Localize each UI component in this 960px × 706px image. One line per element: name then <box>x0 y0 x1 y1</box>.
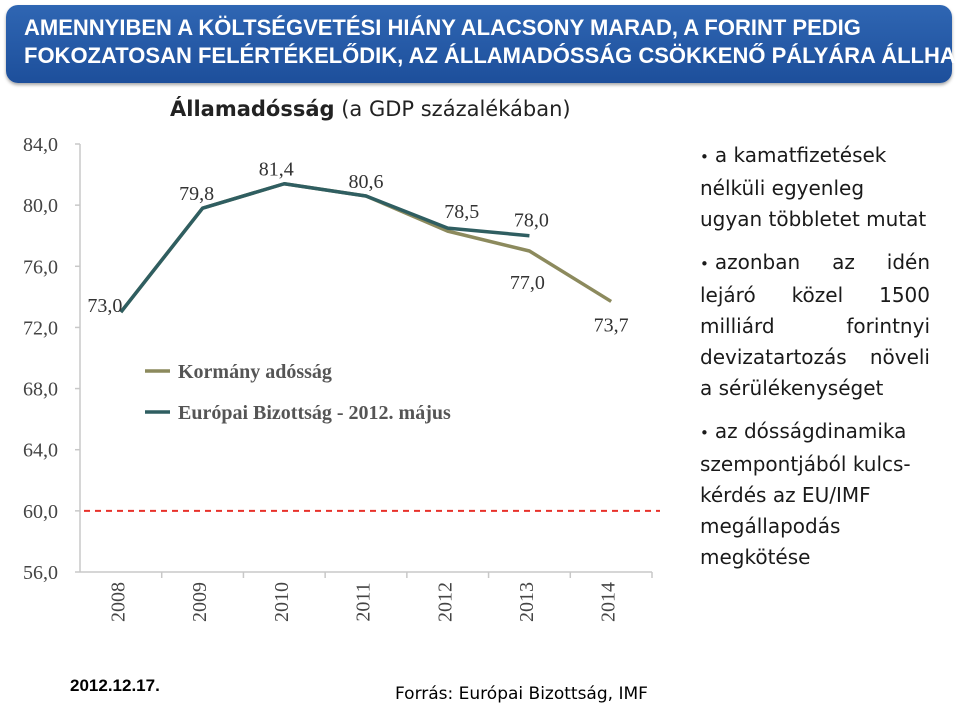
title-line-1: AMENNYIBEN A KÖLTSÉGVETÉSI HIÁNY ALACSON… <box>24 15 861 40</box>
x-tick-label: 2012 <box>434 582 456 622</box>
bullet-item-1: • a kamatfizetések nélküli egyenleg ugyan… <box>700 140 930 235</box>
bullet-list: • a kamatfizetések nélküli egyenleg ugyan… <box>700 140 930 585</box>
y-tick-label: 56,0 <box>23 562 58 584</box>
x-tick-label: 2011 <box>353 582 375 621</box>
footer-date: 2012.12.17. <box>70 676 160 695</box>
bullet-dot-icon: • <box>700 424 709 442</box>
title-banner: AMENNYIBEN A KÖLTSÉGVETÉSI HIÁNY ALACSON… <box>6 5 960 83</box>
data-label: 73,0 <box>87 295 122 317</box>
data-label: 79,8 <box>179 183 214 205</box>
y-tick-label: 76,0 <box>23 256 58 278</box>
x-tick-label: 2014 <box>598 582 620 622</box>
data-label: 80,6 <box>349 171 384 193</box>
legend-label-1: Kormány adósság <box>178 361 332 383</box>
series-line-2 <box>119 181 530 314</box>
data-label: 81,4 <box>259 159 294 181</box>
y-tick-label: 80,0 <box>23 195 58 217</box>
x-tick-label: 2008 <box>107 582 129 622</box>
data-label: 77,0 <box>510 272 545 294</box>
footer-source: Forrás: Európai Bizottság, IMF <box>395 684 648 704</box>
chart-title-bold: Államadósság <box>170 97 335 121</box>
legend-label-2: Európai Bizottság - 2012. május <box>178 402 451 424</box>
data-label: 78,0 <box>514 210 549 232</box>
bullet-text-1: a kamatfizetések nélküli egyenleg ugyan … <box>700 143 927 231</box>
data-label: 78,5 <box>444 201 479 223</box>
x-tick-label: 2010 <box>271 582 293 622</box>
y-tick-label: 68,0 <box>23 379 58 401</box>
chart-title: Államadósság (a GDP százalékában) <box>170 97 571 121</box>
y-tick-label: 60,0 <box>23 501 58 523</box>
y-tick-label: 72,0 <box>23 317 58 339</box>
bullet-text-2: azonban az idén lejáró közel 1500 milliá… <box>700 250 930 400</box>
debt-line-chart: 56,0 60,0 64,0 68,0 72,0 76,0 80,0 84,0 2008 2009… <box>23 134 660 622</box>
y-tick-label: 64,0 <box>23 440 58 462</box>
bullet-dot-icon: • <box>700 148 709 166</box>
bullet-item-3: • az dósságdinamika szempontjából kulcs-k… <box>700 416 930 573</box>
x-tick-label: 2013 <box>516 582 538 622</box>
bullet-text-3: az dósságdinamika szempontjából kulcs-ké… <box>700 419 911 569</box>
y-tick-label: 84,0 <box>23 134 58 156</box>
data-label: 73,7 <box>594 314 629 336</box>
title-line-2: FOKOZATOSAN FELÉRTÉKELŐDIK, AZ ÁLLAMADÓS… <box>24 43 960 68</box>
x-tick-label: 2009 <box>189 582 211 622</box>
bullet-dot-icon: • <box>700 255 709 273</box>
chart-title-rest: (a GDP százalékában) <box>334 97 571 121</box>
bullet-item-2: • azonban az idén lejáró közel 1500 milli… <box>700 247 930 404</box>
